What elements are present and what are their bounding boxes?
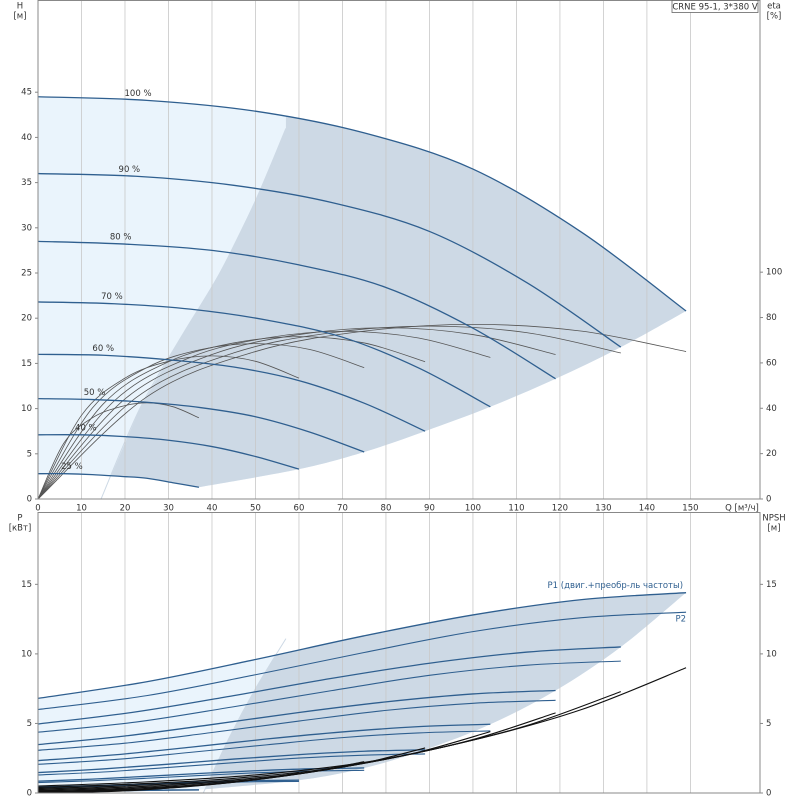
p1-curve: [38, 723, 491, 762]
y-tick-label: 5: [27, 449, 32, 459]
head-curve: [38, 472, 200, 488]
curve-label: 70 %: [101, 292, 123, 302]
y-tick-label: 20: [21, 314, 32, 324]
y-tick-label: 0: [27, 495, 32, 505]
x-tick-label: 140: [639, 504, 655, 514]
efficiency-curve: [38, 325, 621, 499]
head-curve: [38, 172, 622, 348]
y-tick-label: 5: [27, 719, 32, 729]
p2-curve: [38, 699, 556, 751]
efficiency-curve: [38, 355, 300, 499]
p2-curve: [38, 753, 426, 776]
x-tick-label: 30: [163, 504, 174, 514]
y-tick-label: 15: [21, 359, 32, 369]
p1-curve: [38, 767, 365, 782]
y-tick-label: 40: [21, 133, 32, 143]
y-tick-label: 15: [21, 580, 32, 590]
efficiency-curve: [38, 336, 426, 499]
y2-tick-label: 20: [766, 449, 777, 459]
y-tick-label: 0: [27, 789, 32, 799]
y2-tick-label: 0: [766, 495, 771, 505]
y2-tick-label: 40: [766, 404, 777, 414]
efficiency-curve: [38, 343, 365, 499]
x-tick-label: 70: [337, 504, 348, 514]
curve-label: 80 %: [110, 233, 132, 243]
p1-curve: [38, 689, 556, 746]
x-tick-label: 50: [250, 504, 261, 514]
y-tick-label: 25: [21, 269, 32, 279]
x-tick-label: 110: [508, 504, 524, 514]
y2-axis-unit: [м]: [767, 524, 780, 534]
x-tick-label: 120: [552, 504, 568, 514]
y2-tick-label: 60: [766, 358, 777, 368]
curve-label: 50 %: [84, 388, 106, 398]
y2-tick-label: 100: [766, 268, 782, 278]
efficiency-curve: [38, 327, 556, 499]
p2-curve: [38, 660, 621, 733]
y-axis-label: P: [17, 514, 22, 524]
p2-curve: [38, 611, 687, 711]
y2-tick-label: 5: [766, 719, 771, 729]
plot-frame: [37, 0, 761, 500]
chart-title: CRNE 95-1, 3*380 V: [672, 3, 758, 13]
p2-curve: [38, 730, 491, 765]
plot-area: [38, 512, 691, 793]
npsh-curve: [38, 784, 199, 793]
region-boundary: [202, 638, 287, 793]
efficiency-curve: [38, 323, 687, 499]
region-boundary: [100, 128, 287, 499]
plot-area: [38, 0, 691, 499]
y2-tick-label: 10: [766, 649, 777, 659]
x-tick-label: 80: [381, 504, 392, 514]
x-tick-label: 40: [207, 504, 218, 514]
p1-label: P1 (двиг.+преобр-ль частоты): [548, 581, 684, 591]
curve-label: 40 %: [75, 423, 97, 433]
operating-region-dark: [203, 592, 687, 793]
head-curve: [38, 240, 556, 380]
x-tick-label: 0: [35, 504, 40, 514]
curve-label: 25 %: [61, 462, 83, 472]
p1-curve: [38, 749, 426, 774]
y2-tick-label: 15: [766, 580, 777, 590]
p1-curve: [38, 646, 621, 725]
x-tick-label: 130: [595, 504, 611, 514]
x-tick-label: 100: [465, 504, 481, 514]
head-curve: [38, 398, 365, 453]
y2-axis-label: eta: [767, 2, 781, 12]
y-tick-label: 10: [21, 649, 32, 659]
plot-frame: [37, 512, 761, 794]
x-tick-label: 90: [424, 504, 435, 514]
head-curve: [38, 353, 426, 432]
y-axis-unit: [м]: [13, 12, 26, 22]
curve-label: 60 %: [92, 344, 114, 354]
efficiency-curve: [38, 402, 200, 499]
y2-axis-unit: [%]: [767, 12, 782, 22]
y2-axis-label: NPSH: [762, 514, 785, 524]
x-tick-label: 10: [76, 504, 87, 514]
head-curve: [38, 96, 687, 312]
title-box: [671, 0, 759, 13]
x-tick-label: 20: [120, 504, 131, 514]
y-tick-label: 35: [21, 178, 32, 188]
x-tick-label: 150: [682, 504, 698, 514]
curve-label: 100 %: [125, 89, 152, 99]
y2-tick-label: 0: [766, 789, 771, 799]
p2-label: P2: [676, 615, 687, 625]
y2-tick-label: 80: [766, 313, 777, 323]
head-curve: [38, 434, 300, 470]
y-tick-label: 10: [21, 404, 32, 414]
p1-curve: [38, 592, 687, 700]
head-curve: [38, 301, 491, 408]
curve-label: 90 %: [119, 165, 141, 175]
y-axis-label: H: [17, 2, 23, 12]
y-tick-label: 30: [21, 223, 32, 233]
x-axis-label: Q [м³/ч]: [725, 504, 759, 514]
y-tick-label: 45: [21, 88, 32, 98]
x-tick-label: 60: [294, 504, 305, 514]
y-axis-unit: [кВт]: [9, 524, 32, 534]
